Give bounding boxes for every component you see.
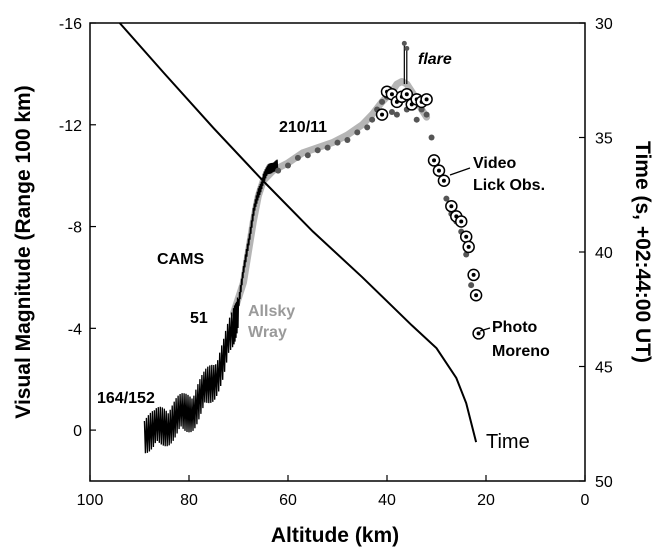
series-lick-point (393, 111, 400, 118)
series-lick-point (285, 162, 291, 169)
y-tick-label: -4 (68, 321, 82, 338)
series-lick-point (364, 124, 371, 131)
series-photo-point-center (464, 234, 469, 239)
series-photo-point-center (380, 112, 385, 117)
series-lick-point (294, 154, 301, 161)
series-flare-point (401, 40, 407, 46)
series-lick-point (423, 111, 430, 118)
series-lick-point (468, 282, 475, 289)
series-lick-point (443, 195, 450, 202)
annotation-allsky-line2: Wray (248, 324, 287, 341)
y-axis-ticks: -16 -12 -8 -4 0 (59, 16, 96, 440)
x-tick-label: 80 (180, 492, 198, 509)
annotation-cams: CAMS (157, 251, 204, 268)
annotation-lick-line1: Video (473, 155, 517, 172)
series-lick-point (324, 144, 331, 151)
y2-tick-label: 35 (595, 131, 613, 148)
series-photo-point-center (424, 97, 429, 102)
series-photo-point-center (474, 293, 479, 298)
y-tick-label: 0 (73, 423, 82, 440)
y-tick-label: -16 (59, 16, 82, 33)
series-photo-point-center (471, 272, 476, 277)
annotation-lick-line2: Lick Obs. (473, 177, 545, 194)
series-photo-point-center (404, 92, 409, 97)
series-photo-point-center (436, 168, 441, 173)
series-lick-point (418, 106, 425, 113)
x-axis-title: Altitude (km) (271, 524, 399, 547)
series-lick-point (314, 147, 321, 154)
series-lick-point (428, 134, 435, 141)
annotation-cams-count-mid: 51 (190, 310, 208, 327)
x-tick-label: 40 (378, 492, 396, 509)
annotation-flare: flare (418, 51, 452, 68)
annotation-cams-count-bottom: 164/152 (97, 390, 155, 407)
series-lick-point (379, 98, 386, 105)
x-tick-label: 60 (279, 492, 297, 509)
y-tick-label: -12 (59, 118, 82, 135)
series-lick-point (304, 152, 311, 159)
series-lick-point (369, 116, 376, 123)
series-photo-point-center (476, 331, 481, 336)
chart-marks (118, 22, 485, 454)
series-photo-point-center (441, 178, 446, 183)
series-lick-point (413, 116, 420, 123)
y-axis-title: Visual Magnitude (Range 100 km) (12, 85, 35, 418)
y2-tick-label: 45 (595, 360, 613, 377)
leader-lick (449, 167, 471, 176)
series-lick-point (354, 129, 361, 136)
x-axis-ticks: 100 80 60 40 20 0 (77, 475, 590, 509)
series-photo-point-center (466, 244, 471, 249)
series-lick-point (388, 109, 395, 116)
leader-photo (479, 327, 491, 332)
series-photo-point-center (432, 158, 437, 163)
annotation-photo-line2: Moreno (492, 343, 550, 360)
annotation-cams-count-top: 210/11 (279, 119, 327, 136)
series-cams-trace (143, 159, 279, 454)
y2-tick-label: 30 (595, 16, 613, 33)
y2-tick-label: 50 (595, 474, 613, 491)
series-lick-point (334, 139, 341, 146)
y2-axis-title: Time (s, +02:44:00 UT) (631, 141, 654, 363)
y-tick-label: -8 (68, 220, 82, 237)
series-photo-point-center (389, 92, 394, 97)
series-time-line (118, 22, 478, 443)
series-lick-point (344, 137, 351, 144)
annotation-photo-line1: Photo (492, 319, 538, 336)
series-flare-point (404, 45, 410, 51)
x-tick-label: 0 (581, 492, 590, 509)
series-photo-point-center (459, 219, 464, 224)
series-lick-point (275, 167, 282, 174)
x-tick-label: 100 (77, 492, 104, 509)
x-tick-label: 20 (477, 492, 495, 509)
series-photo-point-center (449, 204, 454, 209)
y2-axis-ticks: 30 35 40 45 50 (579, 16, 613, 491)
y2-tick-label: 40 (595, 245, 613, 262)
annotation-allsky-line1: Allsky (248, 303, 295, 320)
annotation-time: Time (486, 431, 530, 453)
